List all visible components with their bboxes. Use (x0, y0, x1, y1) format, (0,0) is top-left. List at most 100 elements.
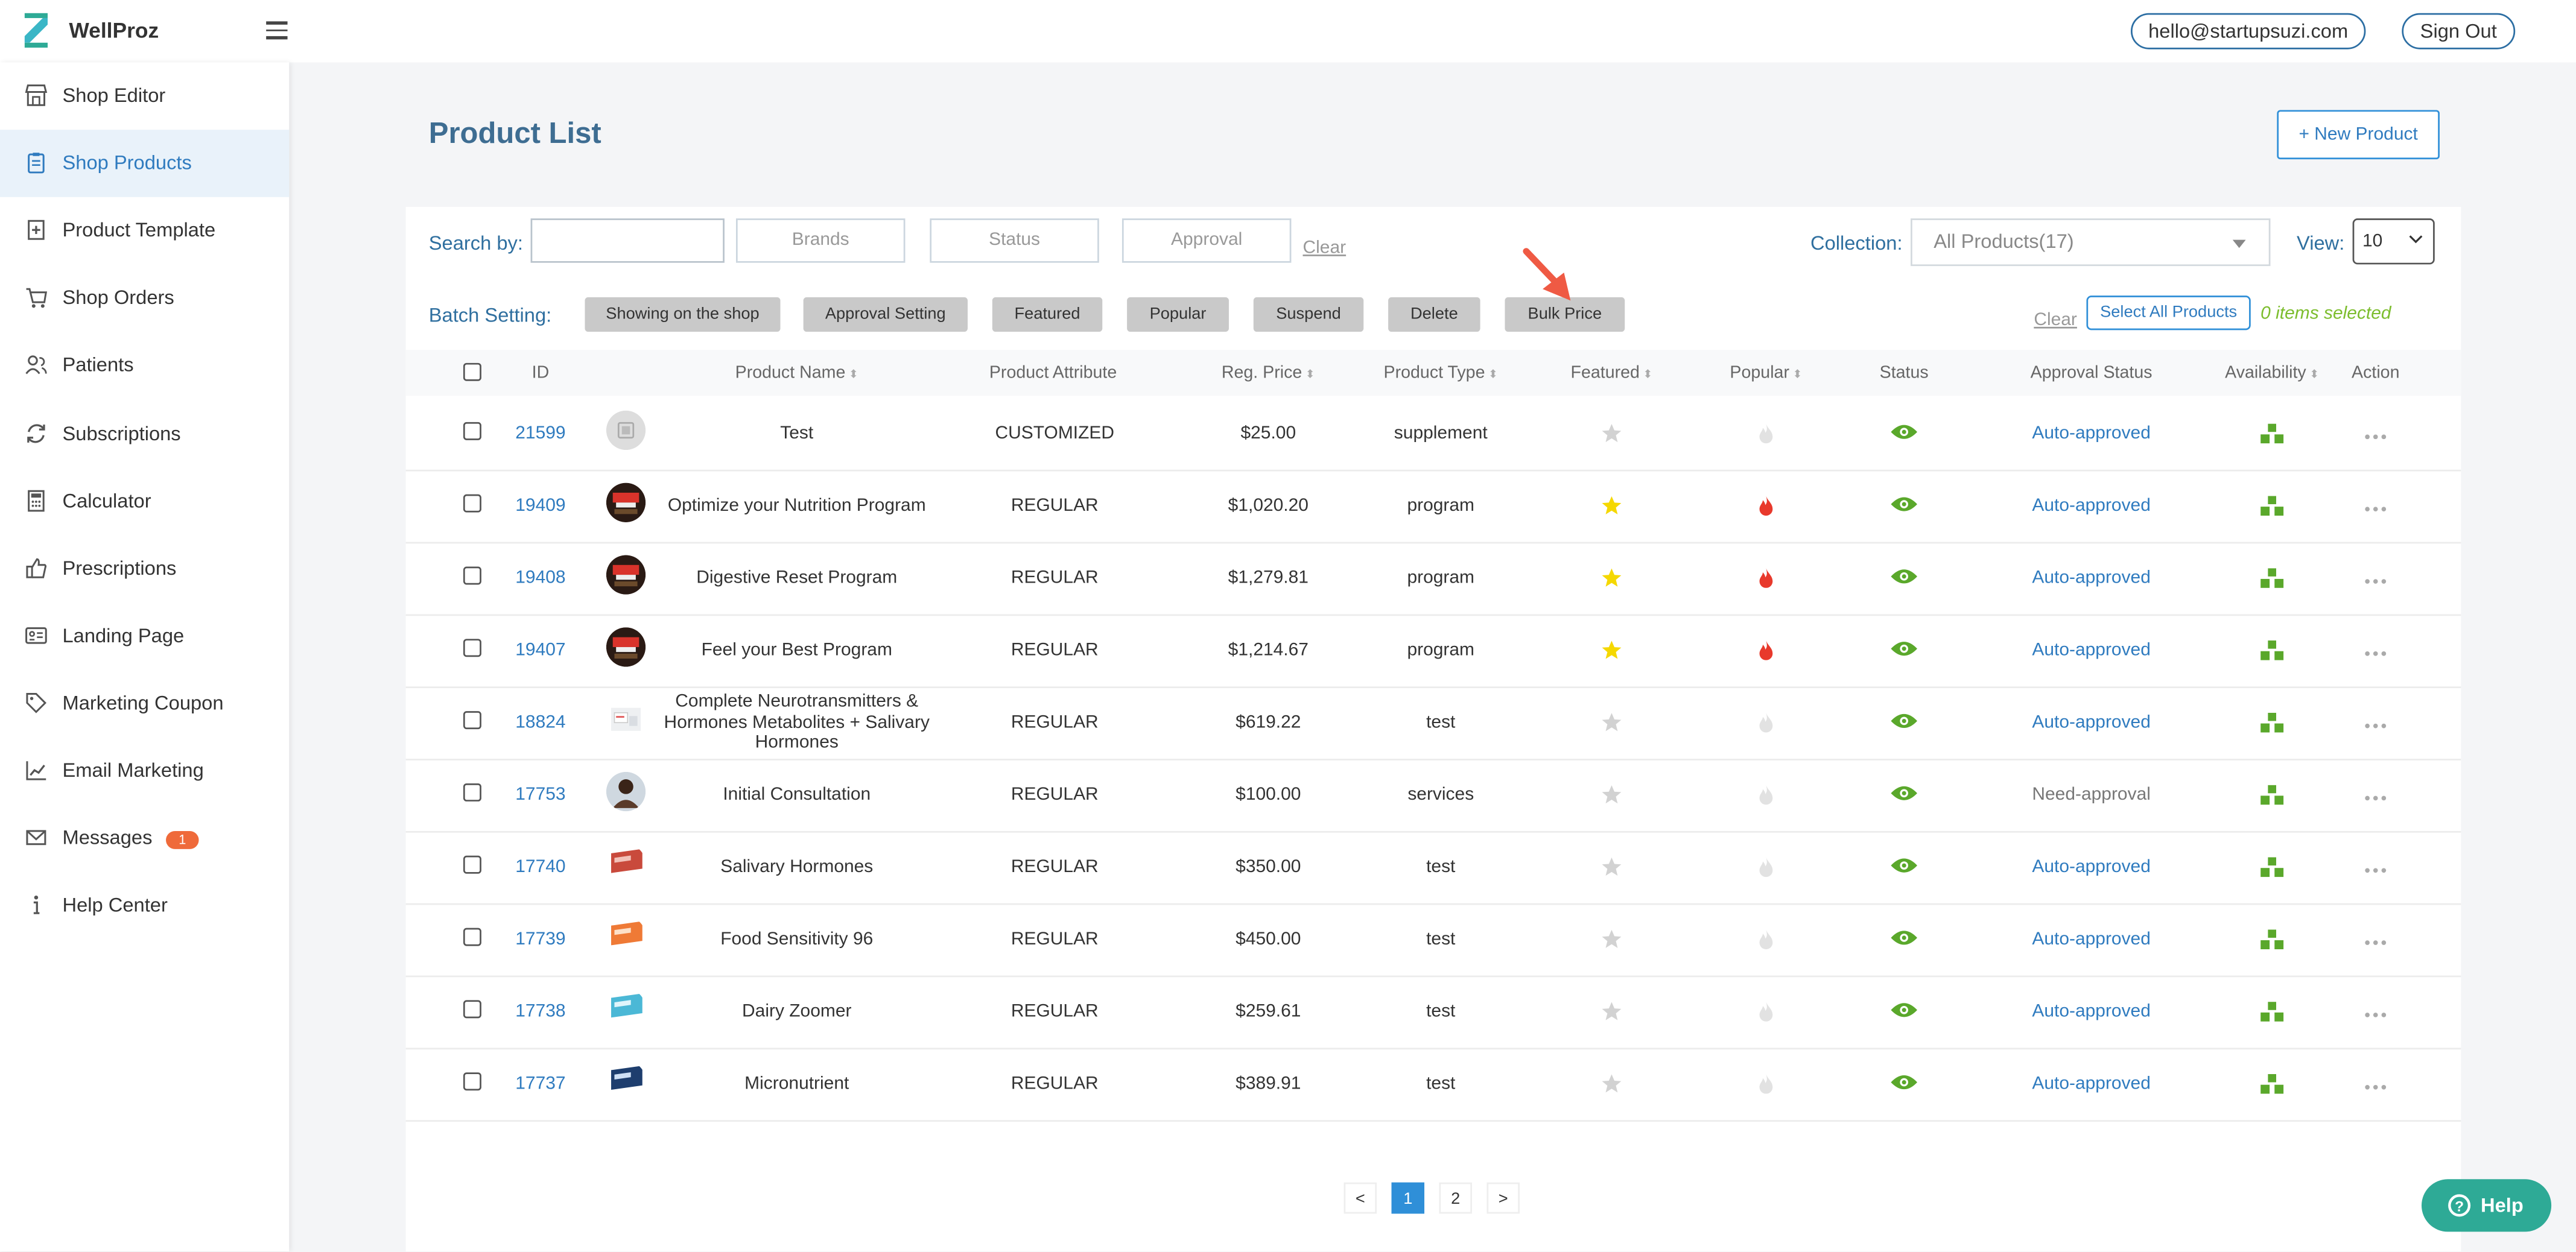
sidebar-item-messages[interactable]: Messages 1 (0, 805, 289, 873)
product-id-link[interactable]: 17737 (515, 1073, 566, 1094)
product-id-link[interactable]: 17738 (515, 1002, 566, 1022)
approval-status[interactable]: Auto-approved (2032, 1002, 2151, 1022)
hamburger-menu-icon[interactable] (266, 21, 288, 40)
availability-icon[interactable] (2260, 1002, 2284, 1022)
help-button[interactable]: ? Help (2421, 1179, 2552, 1232)
col-popular[interactable]: Popular ⬍ (1730, 363, 1802, 383)
row-checkbox[interactable] (463, 566, 481, 585)
approval-status[interactable]: Auto-approved (2032, 496, 2151, 516)
star-icon[interactable] (1601, 1001, 1622, 1022)
row-checkbox[interactable] (463, 494, 481, 513)
availability-icon[interactable] (2260, 785, 2284, 805)
product-id-link[interactable]: 17739 (515, 929, 566, 950)
view-select[interactable]: 10 (2352, 218, 2435, 265)
eye-icon[interactable] (1889, 640, 1919, 658)
flame-icon[interactable] (1758, 496, 1774, 516)
sign-out-button[interactable]: Sign Out (2402, 13, 2516, 49)
sidebar-item-shop-products[interactable]: Shop Products (0, 130, 290, 198)
page-2-button[interactable]: 2 (1439, 1182, 1472, 1214)
approval-setting-button[interactable]: Approval Setting (803, 297, 968, 332)
sidebar-item-shop-orders[interactable]: Shop Orders (0, 265, 289, 332)
product-id-link[interactable]: 19409 (515, 496, 566, 516)
flame-icon[interactable] (1758, 1002, 1774, 1022)
row-checkbox[interactable] (463, 928, 481, 946)
row-checkbox[interactable] (463, 1072, 481, 1091)
flame-icon[interactable] (1758, 785, 1774, 805)
bulk-price-button[interactable]: Bulk Price (1505, 297, 1625, 332)
eye-icon[interactable] (1889, 568, 1919, 586)
more-options-icon[interactable] (2364, 578, 2387, 585)
account-email-button[interactable]: hello@startupsuzi.com (2130, 13, 2366, 49)
more-options-icon[interactable] (2364, 506, 2387, 513)
col-featured[interactable]: Featured ⬍ (1571, 363, 1653, 383)
flame-icon[interactable] (1758, 857, 1774, 877)
product-id-link[interactable]: 17740 (515, 857, 566, 877)
more-options-icon[interactable] (2364, 940, 2387, 946)
approval-status[interactable]: Auto-approved (2032, 929, 2151, 950)
eye-icon[interactable] (1889, 1001, 1919, 1019)
clear-selection-link[interactable]: Clear (2034, 310, 2077, 330)
product-id-link[interactable]: 19407 (515, 640, 566, 660)
eye-icon[interactable] (1889, 929, 1919, 947)
flame-icon[interactable] (1758, 712, 1774, 733)
row-checkbox[interactable] (463, 783, 481, 801)
star-icon[interactable] (1601, 1073, 1622, 1095)
showing-on-shop-button[interactable]: Showing on the shop (585, 297, 781, 332)
col-product-name[interactable]: Product Name ⬍ (735, 363, 858, 383)
eye-icon[interactable] (1889, 1073, 1919, 1092)
new-product-button[interactable]: + New Product (2277, 110, 2440, 160)
popular-button[interactable]: Popular (1127, 297, 1229, 332)
sidebar-item-help-center[interactable]: Help Center (0, 873, 289, 940)
flame-icon[interactable] (1758, 423, 1774, 444)
sidebar-item-email-marketing[interactable]: Email Marketing (0, 738, 289, 805)
star-icon[interactable] (1601, 423, 1622, 444)
col-product-type[interactable]: Product Type ⬍ (1384, 363, 1498, 383)
more-options-icon[interactable] (2364, 650, 2387, 657)
sidebar-item-product-template[interactable]: Product Template (0, 197, 289, 265)
more-options-icon[interactable] (2364, 722, 2387, 729)
featured-button[interactable]: Featured (992, 297, 1103, 332)
row-checkbox[interactable] (463, 639, 481, 657)
approval-status[interactable]: Auto-approved (2032, 568, 2151, 588)
suspend-button[interactable]: Suspend (1253, 297, 1364, 332)
star-icon[interactable] (1601, 712, 1622, 733)
flame-icon[interactable] (1758, 568, 1774, 588)
approval-status[interactable]: Auto-approved (2032, 1073, 2151, 1094)
star-icon[interactable] (1601, 856, 1622, 877)
availability-icon[interactable] (2260, 640, 2284, 660)
search-input[interactable] (530, 218, 725, 263)
approval-status[interactable]: Auto-approved (2032, 712, 2151, 733)
star-icon[interactable] (1601, 929, 1622, 950)
sidebar-item-subscriptions[interactable]: Subscriptions (0, 400, 289, 467)
eye-icon[interactable] (1889, 423, 1919, 441)
flame-icon[interactable] (1758, 929, 1774, 950)
col-reg-price[interactable]: Reg. Price ⬍ (1222, 363, 1315, 383)
availability-icon[interactable] (2260, 1073, 2284, 1094)
page-1-button[interactable]: 1 (1391, 1182, 1425, 1214)
star-icon[interactable] (1601, 568, 1622, 589)
more-options-icon[interactable] (2364, 1084, 2387, 1090)
row-checkbox[interactable] (463, 1000, 481, 1019)
eye-icon[interactable] (1889, 784, 1919, 802)
status-filter[interactable]: Status (930, 218, 1099, 263)
collection-select[interactable]: All Products(17) (1911, 218, 2271, 267)
product-id-link[interactable]: 19408 (515, 568, 566, 588)
sidebar-item-shop-editor[interactable]: Shop Editor (0, 62, 289, 130)
sidebar-item-calculator[interactable]: Calculator (0, 467, 289, 535)
delete-button[interactable]: Delete (1388, 297, 1480, 332)
product-id-link[interactable]: 21599 (515, 423, 566, 444)
flame-icon[interactable] (1758, 1073, 1774, 1094)
availability-icon[interactable] (2260, 929, 2284, 950)
availability-icon[interactable] (2260, 423, 2284, 444)
availability-icon[interactable] (2260, 496, 2284, 516)
clear-search-link[interactable]: Clear (1302, 238, 1347, 258)
product-id-link[interactable]: 17753 (515, 785, 566, 805)
col-availability[interactable]: Availability ⬍ (2225, 363, 2319, 383)
next-page-button[interactable]: > (1486, 1182, 1520, 1214)
sidebar-item-patients[interactable]: Patients (0, 332, 289, 400)
star-icon[interactable] (1601, 640, 1622, 661)
sidebar-item-prescriptions[interactable]: Prescriptions (0, 535, 289, 602)
flame-icon[interactable] (1758, 640, 1774, 660)
more-options-icon[interactable] (2364, 434, 2387, 440)
approval-status[interactable]: Auto-approved (2032, 857, 2151, 877)
